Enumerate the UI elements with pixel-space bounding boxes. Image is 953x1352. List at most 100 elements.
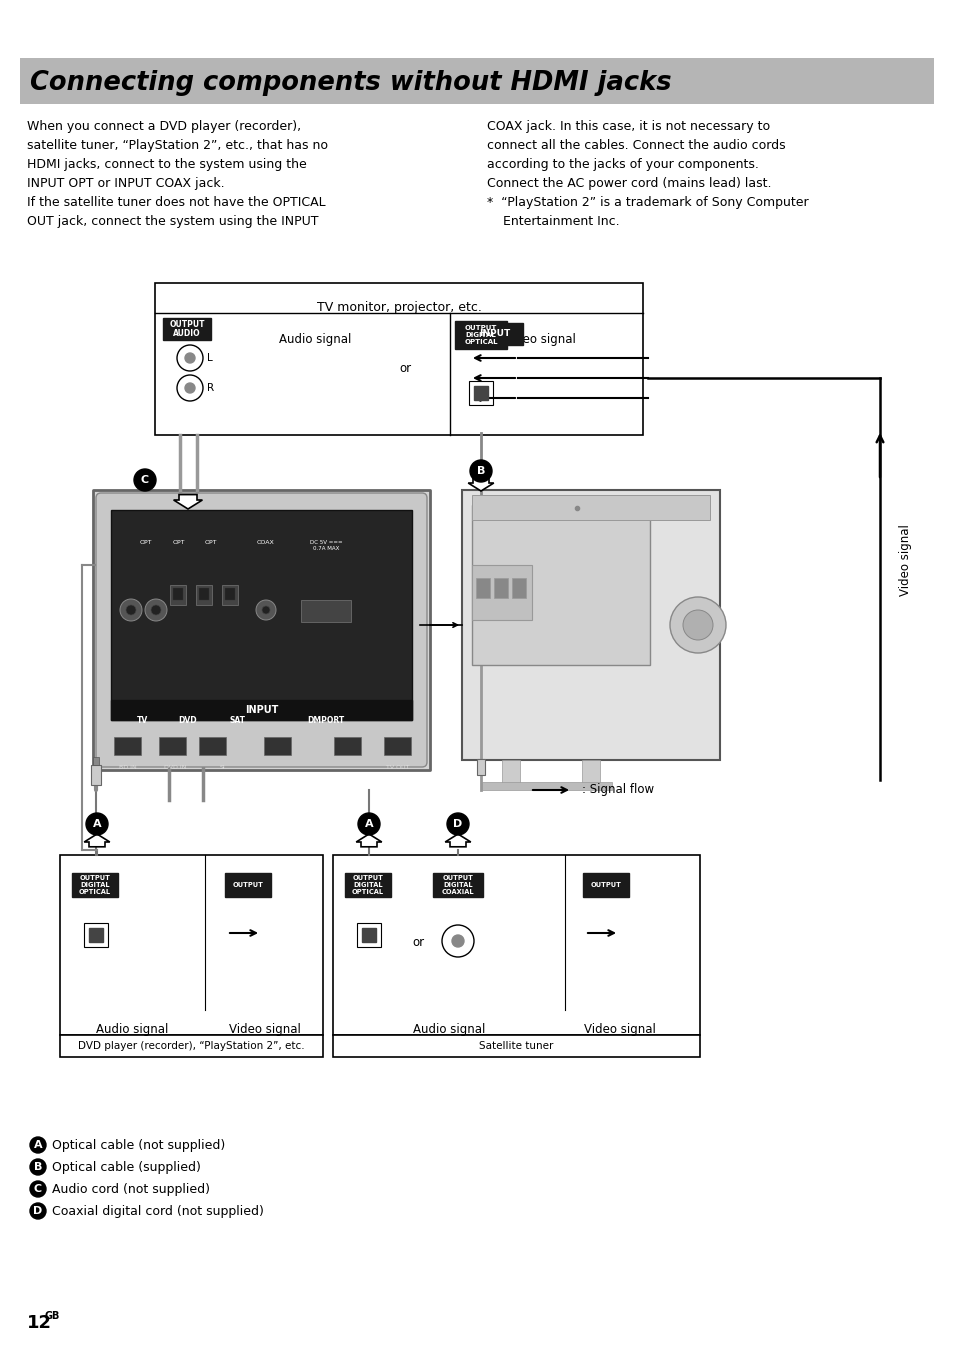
Bar	[433, 873, 482, 896]
Circle shape	[669, 598, 725, 653]
Bar	[159, 737, 186, 754]
Text: SAT: SAT	[230, 717, 246, 725]
Text: Connecting components without HDMI jacks: Connecting components without HDMI jacks	[30, 70, 671, 96]
Bar	[113, 737, 141, 754]
Circle shape	[255, 600, 275, 621]
Bar	[501, 760, 519, 786]
Text: OPT: OPT	[139, 539, 152, 545]
Bar	[60, 854, 323, 1036]
Circle shape	[30, 1203, 46, 1220]
Text: DVD player (recorder), “PlayStation 2”, etc.: DVD player (recorder), “PlayStation 2”, …	[78, 1041, 305, 1051]
Bar	[472, 506, 649, 665]
Text: GB: GB	[44, 1311, 59, 1321]
Text: SI: SI	[220, 765, 226, 771]
Bar	[92, 489, 430, 771]
Text: OUTPUT
AUDIO: OUTPUT AUDIO	[169, 319, 205, 338]
Text: or: or	[398, 361, 411, 375]
Text: DVD IN: DVD IN	[164, 765, 186, 771]
Text: COAX: COAX	[257, 539, 274, 545]
Bar	[581, 760, 599, 786]
Text: INPUT: INPUT	[478, 330, 510, 338]
Text: DMPORT: DMPORT	[307, 717, 344, 725]
Text: Audio signal: Audio signal	[95, 1023, 168, 1036]
Bar	[225, 588, 234, 600]
Text: Video signal: Video signal	[503, 333, 576, 346]
Text: L: L	[207, 353, 213, 362]
Bar	[264, 737, 291, 754]
Text: Optical cable (supplied): Optical cable (supplied)	[52, 1160, 201, 1174]
Text: OUTPUT
DIGITAL
OPTICAL: OUTPUT DIGITAL OPTICAL	[464, 326, 497, 345]
Bar	[481, 781, 612, 790]
Bar	[472, 495, 709, 521]
Bar	[111, 700, 412, 721]
Polygon shape	[445, 834, 471, 846]
Circle shape	[86, 813, 108, 836]
Circle shape	[185, 353, 194, 362]
Circle shape	[452, 936, 463, 946]
Bar	[512, 579, 525, 598]
Bar	[170, 585, 186, 604]
Bar	[154, 283, 642, 435]
Text: COAX jack. In this case, it is not necessary to
connect all the cables. Connect : COAX jack. In this case, it is not neces…	[486, 120, 808, 228]
Text: Audio signal: Audio signal	[413, 1023, 485, 1036]
Text: or: or	[412, 936, 424, 949]
Text: BD IN: BD IN	[119, 765, 136, 771]
Circle shape	[145, 599, 167, 621]
Text: INPUT: INPUT	[245, 704, 278, 715]
Circle shape	[126, 604, 136, 615]
FancyBboxPatch shape	[96, 493, 427, 767]
Text: OUTPUT
DIGITAL
COAXIAL: OUTPUT DIGITAL COAXIAL	[441, 876, 474, 895]
Bar	[195, 585, 212, 604]
Text: A: A	[92, 819, 101, 829]
Text: Audio cord (not supplied): Audio cord (not supplied)	[52, 1183, 210, 1195]
Bar	[199, 737, 226, 754]
Bar	[301, 600, 351, 622]
Bar	[461, 489, 720, 760]
Bar	[92, 757, 99, 765]
Text: TV monitor, projector, etc.: TV monitor, projector, etc.	[316, 301, 481, 314]
Polygon shape	[173, 495, 202, 508]
Text: OUTPUT
DIGITAL
OPTICAL: OUTPUT DIGITAL OPTICAL	[352, 876, 384, 895]
Text: D: D	[453, 819, 462, 829]
Text: TV: TV	[137, 717, 149, 725]
Text: C: C	[34, 1184, 42, 1194]
Bar	[334, 737, 360, 754]
Circle shape	[30, 1137, 46, 1153]
Text: R: R	[207, 383, 213, 393]
Text: OUTPUT
DIGITAL
OPTICAL: OUTPUT DIGITAL OPTICAL	[79, 876, 111, 895]
Bar	[494, 579, 507, 598]
Bar	[60, 1036, 323, 1057]
Bar	[91, 765, 101, 786]
Bar	[333, 1036, 700, 1057]
Text: 12: 12	[27, 1314, 52, 1332]
Text: OPT: OPT	[172, 539, 185, 545]
Circle shape	[151, 604, 161, 615]
Text: Audio signal: Audio signal	[278, 333, 351, 346]
Bar	[362, 929, 375, 941]
Circle shape	[470, 460, 492, 483]
Bar	[468, 323, 522, 345]
Bar	[222, 585, 237, 604]
Circle shape	[185, 383, 194, 393]
Bar	[469, 381, 493, 406]
Text: C: C	[141, 475, 149, 485]
Bar	[476, 758, 484, 775]
Bar	[474, 387, 487, 400]
Bar	[90, 929, 103, 941]
Circle shape	[30, 1159, 46, 1175]
Circle shape	[177, 345, 203, 370]
Bar	[384, 737, 411, 754]
Bar	[333, 854, 700, 1036]
Bar	[199, 588, 209, 600]
Text: Coaxial digital cord (not supplied): Coaxial digital cord (not supplied)	[52, 1205, 264, 1218]
Text: A: A	[33, 1140, 42, 1151]
Polygon shape	[84, 834, 110, 846]
Text: When you connect a DVD player (recorder),
satellite tuner, “PlayStation 2”, etc.: When you connect a DVD player (recorder)…	[27, 120, 328, 228]
Text: Optical cable (not supplied): Optical cable (not supplied)	[52, 1138, 225, 1152]
Bar	[172, 588, 183, 600]
Bar	[345, 873, 391, 896]
Bar	[356, 923, 380, 946]
Text: D: D	[33, 1206, 43, 1215]
Circle shape	[682, 610, 712, 639]
Bar	[111, 510, 412, 721]
